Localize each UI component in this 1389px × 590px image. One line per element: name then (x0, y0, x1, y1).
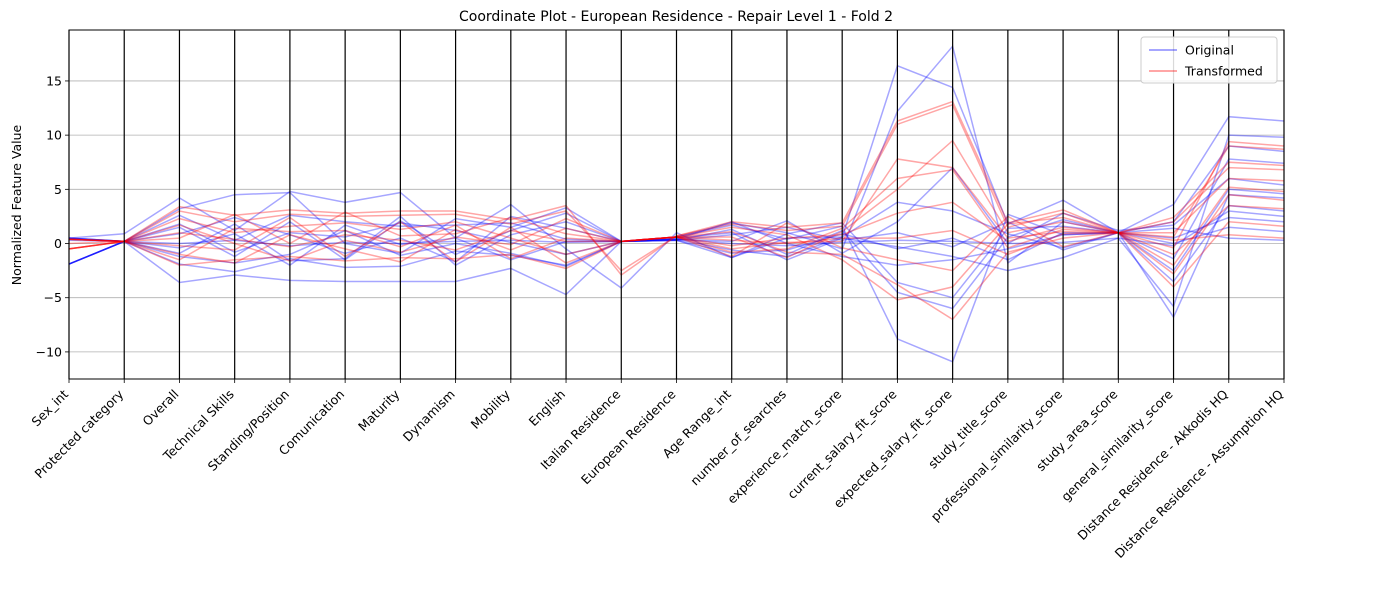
x-tick-label: European Residence (578, 386, 679, 487)
x-tick-label: Maturity (355, 386, 403, 434)
y-tick-label: 5 (54, 182, 62, 197)
y-tick-label: 0 (54, 236, 62, 251)
x-tick-label: Overall (139, 387, 181, 429)
x-tick-label: Dynamism (400, 387, 458, 445)
legend: Original Transformed (1140, 36, 1278, 84)
y-axis-label: Normalized Feature Value (9, 124, 24, 285)
legend-box (1140, 36, 1278, 84)
y-tick-label: −10 (36, 344, 62, 359)
plot-frame (68, 29, 1285, 380)
x-tick-label: Mobility (468, 386, 514, 432)
x-tick-label: Sex_int (28, 386, 71, 429)
y-tick-label: 15 (46, 73, 62, 88)
legend-label: Transformed (1184, 64, 1263, 79)
y-tick-label: −5 (44, 290, 62, 305)
x-tick-label: number_of_searches (687, 387, 789, 489)
x-tick-label: current_salary_fit_score (784, 386, 900, 502)
y-tick-label: 10 (46, 128, 62, 143)
x-tick-label: general_similarity_score (1058, 386, 1176, 504)
chart-title: Coordinate Plot - European Residence - R… (459, 9, 893, 25)
x-tick-label: experience_match_score (724, 386, 844, 506)
x-tick-label: English (526, 387, 569, 430)
legend-label: Original (1185, 43, 1234, 58)
